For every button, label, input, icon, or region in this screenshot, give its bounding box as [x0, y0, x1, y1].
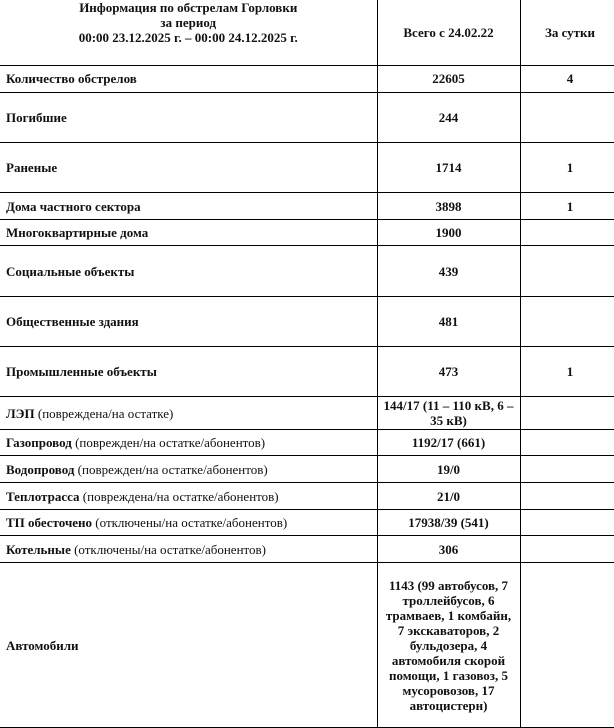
row-total: 481: [377, 297, 520, 347]
row-label-main: Дома частного сектора: [6, 199, 141, 214]
row-total: 439: [377, 246, 520, 297]
row-label-main: Социальные объекты: [6, 264, 134, 279]
row-label-main: Погибшие: [6, 110, 67, 125]
row-total: 3898: [377, 193, 520, 220]
row-total: 22605: [377, 66, 520, 93]
row-label: ТП обесточено (отключены/на остатке/абон…: [0, 510, 377, 536]
table-row: Многоквартирные дома 1900: [0, 220, 614, 246]
shelling-info-table: Информация по обстрелам Горловки за пери…: [0, 0, 614, 66]
row-total: 17938/39 (541): [377, 510, 520, 536]
row-day: 1: [520, 143, 614, 193]
row-label: Общественные здания: [0, 297, 377, 347]
row-label-main: Газопровод: [6, 435, 72, 450]
row-total: 144/17 (11 – 110 кВ, 6 – 35 кВ): [377, 397, 520, 430]
row-label: Автомобили: [0, 563, 377, 728]
row-label: ЛЭП (повреждена/на остатке): [0, 397, 377, 430]
row-day: 1: [520, 347, 614, 397]
row-label: Промышленные объекты: [0, 347, 377, 397]
row-day: 4: [520, 66, 614, 93]
table-row: Промышленные объекты 473 1: [0, 347, 614, 397]
row-total: 1714: [377, 143, 520, 193]
row-total: 1900: [377, 220, 520, 246]
row-label-main: Промышленные объекты: [6, 364, 157, 379]
table-row: Раненые 1714 1: [0, 143, 614, 193]
table-row: Дома частного сектора 3898 1: [0, 193, 614, 220]
col-header-day: За сутки: [520, 0, 614, 65]
row-total: 306: [377, 536, 520, 563]
row-label: Теплотрасса (повреждена/на остатке/абоне…: [0, 483, 377, 510]
row-total: 21/0: [377, 483, 520, 510]
row-day: [520, 297, 614, 347]
row-label-main: Котельные: [6, 542, 71, 557]
table-row: ЛЭП (повреждена/на остатке) 144/17 (11 –…: [0, 397, 614, 430]
row-day: 1: [520, 193, 614, 220]
row-label-note: (отключены/на остатке/абонентов): [71, 542, 266, 557]
row-label-note: (отключены/на остатке/абонентов): [92, 515, 287, 530]
table-row: Общественные здания 481: [0, 297, 614, 347]
row-day: [520, 483, 614, 510]
title-line: Информация по обстрелам Горловки: [6, 0, 371, 15]
table-row: Автомобили 1143 (99 автобусов, 7 троллей…: [0, 563, 614, 728]
row-label: Раненые: [0, 143, 377, 193]
row-label-main: ТП обесточено: [6, 515, 92, 530]
row-day: [520, 563, 614, 728]
row-label: Социальные объекты: [0, 246, 377, 297]
row-label-main: Количество обстрелов: [6, 71, 137, 86]
row-label-main: ЛЭП: [6, 406, 35, 421]
row-day: [520, 246, 614, 297]
row-day: [520, 397, 614, 430]
row-day: [520, 536, 614, 563]
title-line: за период: [6, 15, 371, 30]
table-row: Котельные (отключены/на остатке/абоненто…: [0, 536, 614, 563]
row-label-main: Общественные здания: [6, 314, 139, 329]
row-label-main: Многоквартирные дома: [6, 225, 148, 240]
row-total: 1143 (99 автобусов, 7 троллейбусов, 6 тр…: [377, 563, 520, 728]
row-label-note: (повреждена/на остатке): [35, 406, 174, 421]
row-day: [520, 456, 614, 483]
row-label: Дома частного сектора: [0, 193, 377, 220]
row-label-main: Водопровод: [6, 462, 74, 477]
row-day: [520, 220, 614, 246]
row-total: 473: [377, 347, 520, 397]
header-row: Информация по обстрелам Горловки за пери…: [0, 0, 614, 65]
row-label-note: (поврежден/на остатке/абонентов): [74, 462, 267, 477]
table-row: Погибшие 244: [0, 93, 614, 143]
title-line: 00:00 23.12.2025 г. – 00:00 24.12.2025 г…: [6, 30, 371, 45]
table-row: Количество обстрелов 22605 4: [0, 66, 614, 93]
row-total: 1192/17 (661): [377, 430, 520, 456]
table-row: Социальные объекты 439: [0, 246, 614, 297]
row-label: Количество обстрелов: [0, 66, 377, 93]
row-day: [520, 430, 614, 456]
row-day: [520, 93, 614, 143]
row-label: Котельные (отключены/на остатке/абоненто…: [0, 536, 377, 563]
table-row: Теплотрасса (повреждена/на остатке/абоне…: [0, 483, 614, 510]
row-label-main: Автомобили: [6, 638, 79, 653]
row-label-note: (поврежден/на остатке/абонентов): [72, 435, 265, 450]
row-label: Газопровод (поврежден/на остатке/абонент…: [0, 430, 377, 456]
row-label: Многоквартирные дома: [0, 220, 377, 246]
row-day: [520, 510, 614, 536]
row-label-note: (повреждена/на остатке/абонентов): [80, 489, 279, 504]
row-label: Водопровод (поврежден/на остатке/абонент…: [0, 456, 377, 483]
table-row: ТП обесточено (отключены/на остатке/абон…: [0, 510, 614, 536]
row-total: 244: [377, 93, 520, 143]
table-title: Информация по обстрелам Горловки за пери…: [0, 0, 377, 65]
row-label-main: Раненые: [6, 160, 57, 175]
row-total: 19/0: [377, 456, 520, 483]
row-label-main: Теплотрасса: [6, 489, 80, 504]
table-row: Водопровод (поврежден/на остатке/абонент…: [0, 456, 614, 483]
col-header-total: Всего с 24.02.22: [377, 0, 520, 65]
table-row: Газопровод (поврежден/на остатке/абонент…: [0, 430, 614, 456]
row-label: Погибшие: [0, 93, 377, 143]
